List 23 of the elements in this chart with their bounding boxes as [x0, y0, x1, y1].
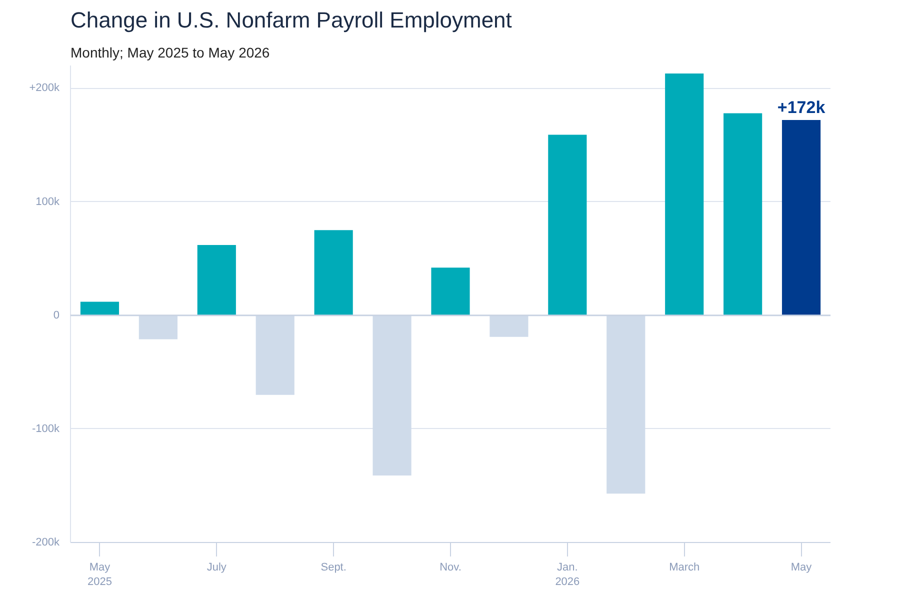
bar	[782, 120, 821, 316]
y-tick-label: -100k	[32, 422, 60, 435]
x-tick-label: July	[206, 562, 227, 574]
bar	[431, 268, 470, 316]
bar	[665, 73, 704, 316]
x-tick-label: Jan. 2026	[555, 562, 580, 588]
x-tick-label: May	[790, 562, 812, 574]
x-tick-label: March	[669, 562, 700, 574]
x-tick-label: Nov.	[440, 562, 462, 574]
y-tick-label: -200k	[32, 536, 60, 548]
data-label: +172k	[777, 98, 826, 118]
bar	[724, 113, 762, 316]
y-tick-label: +200k	[29, 82, 60, 94]
bar	[314, 230, 353, 316]
bar	[548, 134, 587, 316]
y-tick-label: 0	[53, 309, 60, 322]
bar	[80, 302, 120, 316]
y-tick-label: 100k	[36, 196, 60, 208]
x-tick-label: May 2025	[87, 562, 112, 588]
chart-subtitle: Monthly; May 2025 to May 2026	[70, 44, 270, 60]
x-tick-label: Sept.	[320, 562, 346, 574]
bar	[197, 244, 236, 316]
chart-title: Change in U.S. Nonfarm Payroll Employment	[70, 8, 512, 32]
